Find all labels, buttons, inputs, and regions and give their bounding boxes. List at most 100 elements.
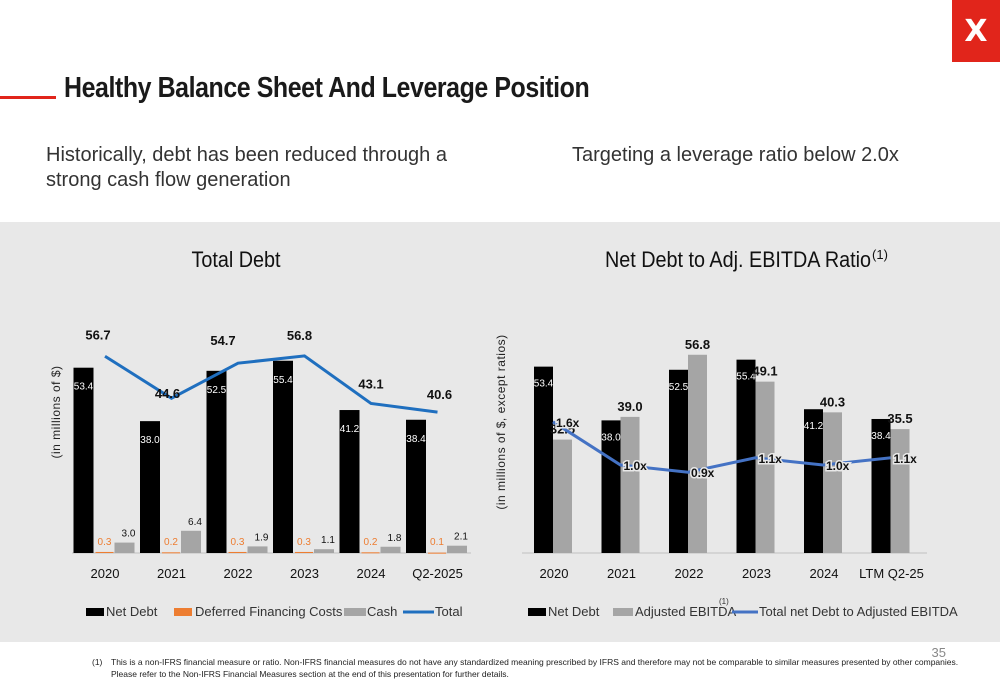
chart1-label-deferred: 0.2 xyxy=(164,537,178,548)
chart1-label-deferred: 0.1 xyxy=(430,537,444,548)
chart1-title: Total Debt xyxy=(191,248,280,272)
chart1-label-total: 56.7 xyxy=(85,327,110,342)
chart1-bar-net-debt xyxy=(406,419,426,553)
chart2-label-ratio: 1.6x xyxy=(556,416,580,430)
chart1-legend-deferred: Deferred Financing Costs xyxy=(195,604,343,619)
footnote: (1) This is a non-IFRS financial measure… xyxy=(92,656,958,680)
chart1-bar-cash xyxy=(447,545,467,553)
chart1-label-net-debt: 53.4 xyxy=(74,382,94,393)
title-accent-line xyxy=(0,96,56,99)
chart1-bar-cash xyxy=(181,530,201,553)
footnote-number: (1) xyxy=(92,657,103,667)
chart2-label-adj-ebitda: 39.0 xyxy=(617,399,642,414)
chart1-bar-net-debt xyxy=(140,421,160,553)
chart1-legend-swatch-cash xyxy=(344,608,366,616)
chart2-bar-net-debt xyxy=(871,418,891,553)
chart1-label-total: 44.6 xyxy=(155,386,180,401)
chart2-bar-adj-ebitda xyxy=(553,439,572,553)
chart1-legend-cash: Cash xyxy=(367,604,397,619)
chart1-label-deferred: 0.3 xyxy=(231,537,245,548)
chart2-legend-swatch-net-debt xyxy=(528,608,546,616)
chart1-bar-deferred xyxy=(295,551,313,553)
chart1-legend-swatch-net-debt xyxy=(86,608,104,616)
footnote-line-2: Please refer to the Non-IFRS Financial M… xyxy=(111,669,509,679)
chart1-line-total xyxy=(104,354,438,414)
chart2-label-net-debt: 38.0 xyxy=(601,432,621,443)
chart2-category-label: 2020 xyxy=(540,566,569,581)
chart2-label-adj-ebitda: 40.3 xyxy=(820,394,845,409)
chart2-bar-adj-ebitda xyxy=(688,354,707,553)
chart1-label-total: 43.1 xyxy=(358,376,383,391)
chart1-label-cash: 1.1 xyxy=(321,535,335,546)
chart2-bar-adj-ebitda xyxy=(890,429,910,553)
chart2-label-adj-ebitda: 35.5 xyxy=(887,411,912,426)
chart2-line-ratio xyxy=(552,420,891,474)
chart1-ylabel: (in millions of $) xyxy=(49,365,63,458)
chart2-label-net-debt: 52.5 xyxy=(669,382,689,393)
chart2-label-ratio: 1.0x xyxy=(826,459,850,473)
chart1-label-cash: 2.1 xyxy=(454,532,468,543)
chart1-label-cash: 6.4 xyxy=(188,517,202,528)
chart1-label-deferred: 0.3 xyxy=(297,537,311,548)
chart1-bar-net-debt xyxy=(273,360,293,553)
chart1-label-cash: 1.9 xyxy=(255,532,269,543)
chart1-label-deferred: 0.3 xyxy=(98,537,112,548)
chart2-label-net-debt: 41.2 xyxy=(804,421,824,432)
chart2-legend-ratio: Total net Debt to Adjusted EBITDA xyxy=(759,604,958,619)
chart2-legend-adj-ebitda-sup: (1) xyxy=(719,597,729,606)
chart1-label-deferred: 0.2 xyxy=(364,537,378,548)
chart2-category-label: 2023 xyxy=(742,566,771,581)
chart1-bar-deferred xyxy=(428,552,446,554)
chart1-category-label: 2020 xyxy=(91,566,120,581)
chart1-bar-deferred xyxy=(95,551,114,553)
chart2-category-label: 2024 xyxy=(810,566,839,581)
subtitle-right: Targeting a leverage ratio below 2.0x xyxy=(572,144,899,166)
chart2-title-sup: (1) xyxy=(872,247,888,262)
page-title: Healthy Balance Sheet And Leverage Posit… xyxy=(64,72,590,104)
chart2-bar-net-debt xyxy=(601,420,621,553)
chart1-label-net-debt: 41.2 xyxy=(340,424,360,435)
chart1-label-net-debt: 38.0 xyxy=(140,435,160,446)
chart1-category-label: Q2-2025 xyxy=(412,566,463,581)
chart1-label-total: 56.8 xyxy=(287,328,312,343)
chart1-bar-deferred xyxy=(361,552,380,554)
chart1-bar-cash xyxy=(314,549,334,553)
chart1-category-label: 2024 xyxy=(357,566,386,581)
chart2-label-ratio: 1.1x xyxy=(894,452,918,466)
chart1-category-label: 2022 xyxy=(224,566,253,581)
chart1-label-cash: 1.8 xyxy=(388,533,402,544)
chart2-legend-swatch-adj-ebitda xyxy=(613,608,633,616)
chart2-ylabel: (in millions of $, except ratios) xyxy=(494,334,508,509)
chart2-bar-adj-ebitda xyxy=(823,412,842,553)
chart2-label-net-debt: 55.4 xyxy=(736,372,756,383)
chart1-bar-cash xyxy=(247,546,268,553)
chart2-category-label: LTM Q2-25 xyxy=(859,566,924,581)
chart1-label-total: 40.6 xyxy=(427,387,452,402)
brand-logo: X xyxy=(952,0,1000,62)
chart1-label-net-debt: 52.5 xyxy=(207,385,227,396)
chart1-bar-deferred xyxy=(228,551,247,553)
chart2-label-net-debt: 53.4 xyxy=(534,379,554,390)
chart1-label-net-debt: 38.4 xyxy=(406,434,426,445)
chart1-label-net-debt: 55.4 xyxy=(273,375,293,386)
chart2-bar-adj-ebitda xyxy=(620,416,640,553)
chart2-bar-net-debt xyxy=(804,409,823,553)
chart1-bar-net-debt xyxy=(206,370,227,553)
chart2-bar-net-debt xyxy=(534,366,553,553)
chart1-legend-total: Total xyxy=(435,604,463,619)
chart2-label-adj-ebitda: 49.1 xyxy=(752,364,777,379)
chart1-bar-net-debt xyxy=(73,367,94,553)
page-number: 35 xyxy=(931,645,946,660)
footnote-line-1: This is a non-IFRS financial measure or … xyxy=(111,657,959,667)
charts-canvas: Total Debt (in millions of $) 53.4 0.3 3.0 20… xyxy=(49,247,958,619)
chart2-label-ratio: 1.1x xyxy=(759,452,783,466)
chart2-category-label: 2021 xyxy=(607,566,636,581)
chart1-legend-swatch-deferred xyxy=(174,608,192,616)
chart2-bar-adj-ebitda xyxy=(755,381,775,553)
chart2-title: Net Debt to Adj. EBITDA Ratio xyxy=(605,248,871,272)
chart2-label-adj-ebitda: 56.8 xyxy=(685,337,710,352)
chart1-bar-cash xyxy=(114,542,135,553)
chart2-bar-net-debt xyxy=(736,359,756,553)
chart2-legend-net-debt: Net Debt xyxy=(548,604,600,619)
chart2-label-ratio: 1.0x xyxy=(624,459,648,473)
